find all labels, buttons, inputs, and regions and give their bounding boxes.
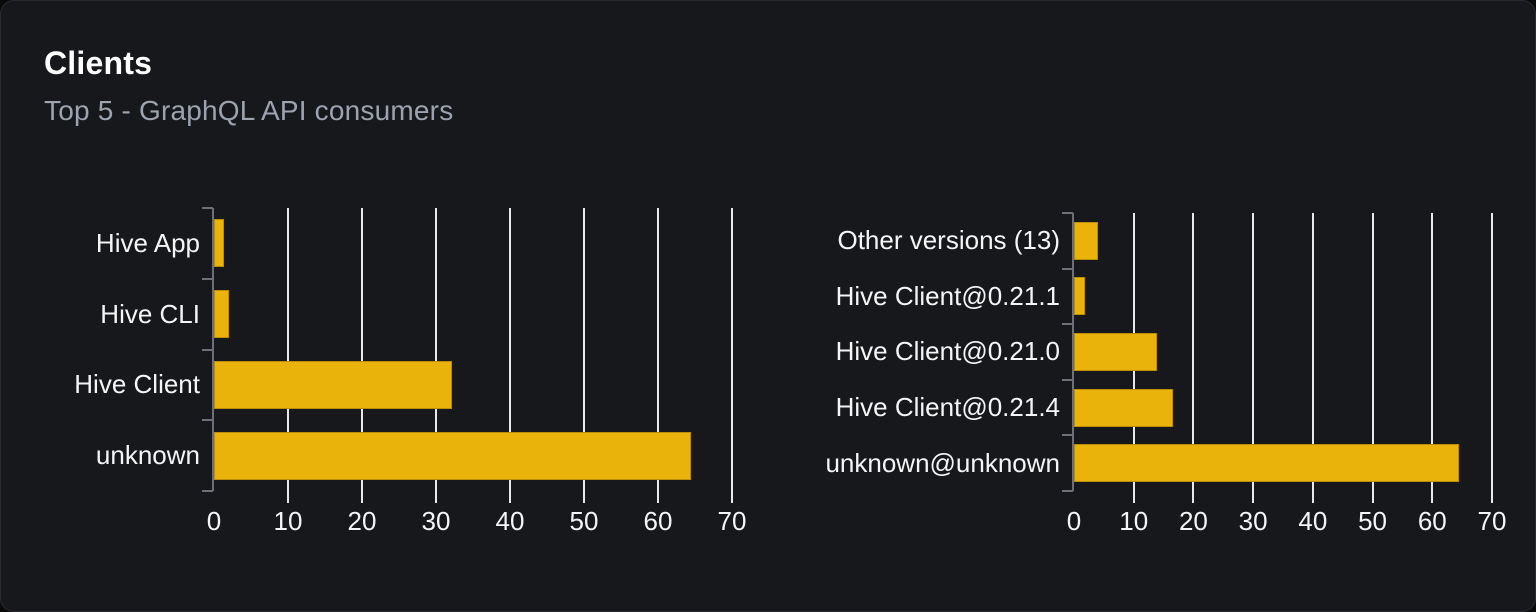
x-tick-label: 20	[1178, 506, 1208, 536]
bar-hive-client-0-21-0[interactable]	[1074, 333, 1157, 371]
gridline	[287, 208, 289, 503]
y-axis-tick	[1062, 323, 1073, 326]
bar-hive-client[interactable]	[214, 360, 453, 409]
gridline	[583, 208, 585, 503]
y-axis-labels: Hive App Hive CLI Hive Client unknown	[1, 208, 214, 491]
category-label: Hive Client@0.21.0	[835, 336, 1060, 367]
gridline	[435, 208, 437, 503]
category-label: Hive Client@0.21.1	[835, 280, 1060, 311]
bar-unknown[interactable]	[214, 431, 691, 480]
y-axis-tick	[202, 490, 213, 492]
clients-by-name-chart: Hive App Hive CLI Hive Client unknown 0 10 20 3…	[1, 207, 746, 536]
y-axis-tick	[202, 207, 213, 209]
gridline	[1252, 213, 1255, 503]
y-axis-line	[1072, 213, 1074, 491]
bar-hive-cli[interactable]	[214, 290, 229, 339]
bar-hive-client-0-21-4[interactable]	[1074, 388, 1173, 427]
y-axis-tick	[202, 419, 213, 422]
x-tick-label: 70	[1477, 506, 1507, 536]
category-label: Hive App	[95, 227, 200, 258]
x-tick-label: 10	[1119, 506, 1149, 536]
page-title: Clients	[44, 45, 153, 81]
bar-other-versions-13-[interactable]	[1074, 221, 1098, 260]
plot-area: 0 10 20 30 40 50 60 70	[202, 207, 746, 536]
x-tick-label: 70	[717, 506, 747, 536]
x-tick-label: 10	[273, 506, 303, 536]
y-axis-tick	[1062, 490, 1073, 492]
category-label: Other versions (13)	[837, 225, 1060, 256]
bar-hive-client-0-21-1[interactable]	[1074, 277, 1086, 316]
category-label: unknown@unknown	[825, 447, 1060, 478]
gridline	[1491, 213, 1493, 503]
y-axis-tick	[1062, 378, 1073, 381]
y-axis-labels: Other versions (13) Hive Client@0.21.1 Hiv…	[769, 213, 1074, 491]
gridline	[731, 208, 733, 503]
x-tick-label: 60	[1417, 506, 1447, 536]
x-tick-label: 50	[1358, 506, 1388, 536]
category-label: unknown	[95, 440, 200, 471]
category-label: Hive CLI	[100, 298, 200, 329]
x-tick-label: 60	[643, 506, 673, 536]
card-header: Clients Top 5 - GraphQL API consumers	[44, 45, 453, 127]
category-label: Hive Client@0.21.4	[835, 392, 1060, 423]
x-tick-label: 40	[495, 506, 525, 536]
gridline	[657, 208, 659, 503]
category-label: Hive Client	[74, 369, 200, 400]
y-axis-tick	[1062, 212, 1073, 214]
bar-hive-app[interactable]	[214, 219, 225, 268]
x-tick-label: 30	[1238, 506, 1268, 536]
y-axis-tick	[1062, 267, 1073, 270]
gridline	[1371, 213, 1374, 503]
y-axis-tick	[202, 277, 213, 280]
page-subtitle: Top 5 - GraphQL API consumers	[44, 94, 454, 126]
x-tick-label: 40	[1298, 506, 1328, 536]
x-tick-label: 20	[347, 506, 377, 536]
gridline	[1192, 213, 1195, 503]
y-axis-tick	[1062, 434, 1073, 437]
plot-area: 0 10 20 30 40 50 60 70	[1062, 212, 1506, 536]
gridline	[1311, 213, 1314, 503]
y-axis-line	[212, 208, 214, 491]
clients-by-version-chart: Other versions (13) Hive Client@0.21.1 Hiv…	[769, 212, 1506, 536]
x-tick-label: 50	[569, 506, 599, 536]
x-tick-label: 0	[206, 506, 222, 536]
bar-unknown-unknown[interactable]	[1074, 444, 1459, 483]
gridline	[509, 208, 511, 503]
gridline	[361, 208, 363, 503]
y-axis-tick	[202, 348, 213, 351]
x-tick-label: 0	[1066, 506, 1082, 536]
gridline	[1431, 213, 1434, 503]
x-tick-label: 30	[421, 506, 451, 536]
